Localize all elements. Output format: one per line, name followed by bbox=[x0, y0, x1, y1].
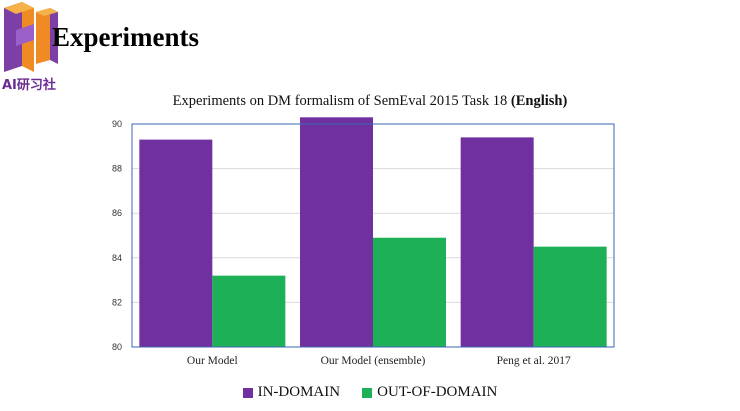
bar-out-of-domain bbox=[212, 275, 286, 347]
y-tick-label: 80 bbox=[112, 342, 122, 352]
y-tick-label: 90 bbox=[112, 119, 122, 129]
x-tick-label: Our Model (ensemble) bbox=[321, 355, 426, 367]
y-axis-ticks: 80 82 84 86 88 90 bbox=[112, 119, 122, 352]
chart-legend: IN-DOMAIN OUT-OF-DOMAIN bbox=[0, 384, 740, 401]
y-tick-label: 86 bbox=[112, 208, 122, 218]
bar-in-domain bbox=[300, 117, 373, 347]
y-tick-label: 82 bbox=[112, 297, 122, 307]
x-tick-label: Our Model bbox=[187, 355, 238, 367]
legend-label-in-domain: IN-DOMAIN bbox=[257, 384, 341, 400]
legend-swatch-out-of-domain bbox=[362, 387, 373, 398]
y-tick-label: 88 bbox=[112, 164, 122, 174]
x-axis-ticks: Our Model Our Model (ensemble) Peng et al.… bbox=[187, 355, 571, 367]
legend-label-out-of-domain: OUT-OF-DOMAIN bbox=[377, 384, 498, 400]
slide-heading: Experiments bbox=[52, 22, 199, 52]
chart-title-main: Experiments on DM formalism of SemEval 2… bbox=[172, 93, 508, 109]
bar-out-of-domain bbox=[373, 237, 446, 347]
bar-out-of-domain bbox=[533, 246, 607, 347]
plot-frame bbox=[131, 123, 615, 348]
legend-item-in-domain: IN-DOMAIN bbox=[242, 384, 341, 401]
logo-text: AI研习社 bbox=[2, 78, 56, 93]
bar-in-domain bbox=[139, 139, 213, 347]
bar-in-domain bbox=[460, 137, 534, 347]
chart-title: Experiments on DM formalism of SemEval 2… bbox=[0, 93, 740, 110]
legend-swatch-in-domain bbox=[242, 387, 253, 398]
x-tick-label: Peng et al. 2017 bbox=[497, 355, 571, 367]
chart-title-suffix: (English) bbox=[510, 93, 568, 109]
logo-icon bbox=[4, 2, 58, 72]
bars bbox=[139, 117, 607, 347]
legend-item-out-of-domain: OUT-OF-DOMAIN bbox=[362, 384, 497, 401]
y-tick-label: 84 bbox=[112, 253, 122, 263]
